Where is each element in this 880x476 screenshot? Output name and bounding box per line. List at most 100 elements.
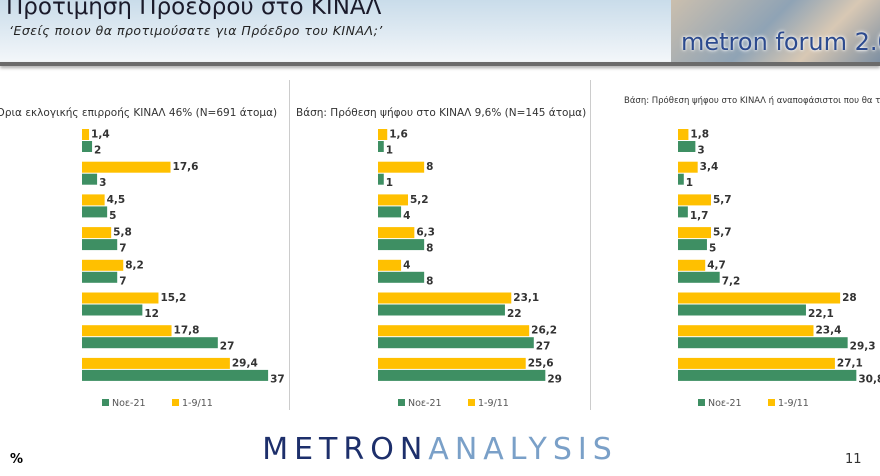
legend-swatch [172,399,179,406]
data-label: 22 [507,308,522,320]
data-label: 8 [426,161,433,173]
bar [82,369,269,381]
bar [82,129,90,140]
bar [378,227,415,239]
data-label: 23,1 [513,292,539,304]
metron-analysis-logo: METRONANALYSIS [0,432,880,467]
bar [678,206,688,218]
brand-right: ANALYSIS [428,432,618,467]
data-label: 4,5 [107,194,126,206]
data-label: 30,8 [858,373,880,385]
legend-label: Νοε-21 [112,398,146,409]
data-label: 2 [94,145,101,157]
bar [82,325,172,337]
data-label: 3,4 [700,161,719,173]
bar [378,259,402,271]
data-label: 12 [144,308,159,320]
logo-text: metron forum 2.0 [681,28,880,56]
data-label: 4,7 [707,259,726,271]
bar [378,369,546,381]
chart2-base-label: Βάση: Πρόθεση ψήφου στο ΚΙΝΑΛ 9,6% (Ν=14… [296,107,586,119]
bar [378,173,384,185]
bar [678,292,841,304]
bar [378,271,425,283]
data-label: 7,2 [722,275,741,287]
divider [590,80,591,410]
bar [678,161,698,173]
bar [82,292,159,304]
data-label: 1,4 [91,129,110,141]
legend-label: 1-9/11 [778,398,809,409]
data-label: 1 [386,145,393,157]
legend-swatch [698,399,705,406]
bar [82,357,230,369]
data-label: 28 [842,292,857,304]
legend-label: 1-9/11 [478,398,509,409]
data-label: 8 [426,243,433,255]
bar [678,259,706,271]
bar [678,227,712,239]
data-label: 5,7 [713,194,732,206]
bar [678,325,814,337]
data-label: 17,8 [174,325,200,337]
bar [82,141,93,152]
bar [378,161,425,173]
data-label: 27 [536,341,551,353]
bar [678,173,684,185]
data-label: 7 [119,243,126,255]
brand-left: METRON [262,432,429,467]
data-label: 17,6 [173,161,199,173]
data-label: 8 [426,275,433,287]
data-label: 3 [697,145,704,157]
data-label: 5,7 [713,227,732,239]
data-label: 1,6 [389,129,408,141]
legend-swatch [468,399,475,406]
data-label: 1 [386,177,393,189]
legend-swatch [398,399,405,406]
data-label: 4 [403,210,410,222]
data-label: 27 [220,341,235,353]
metron-forum-logo: metron forum 2.0 [671,0,880,62]
bar [678,194,712,206]
bar [82,161,171,173]
legend-label: Νοε-21 [708,398,742,409]
bar [678,239,707,251]
bar [82,206,108,218]
data-label: 26,2 [531,325,557,337]
data-label: 29,4 [232,357,258,369]
bar [378,194,409,206]
bar [82,239,118,251]
data-label: 23,4 [815,325,841,337]
data-label: 25,6 [528,357,554,369]
bar [678,337,848,349]
chart3-base-label: Βάση: Πρόθεση ψήφου στο ΚΙΝΑΛ ή αναποφάσ… [624,96,880,106]
divider [289,80,290,410]
data-label: 5,8 [113,227,132,239]
data-label: 1,7 [690,210,709,222]
bar [82,304,143,316]
data-label: 1,8 [690,129,709,141]
data-label: 8,2 [125,259,144,271]
bar [378,357,526,369]
bar [678,271,720,283]
data-label: 22,1 [808,308,834,320]
bar [378,239,425,251]
bar [82,194,105,206]
data-label: 3 [99,177,106,189]
bar [378,304,505,316]
data-label: 5 [709,243,716,255]
data-label: 1 [686,177,693,189]
bar [678,141,696,152]
data-label: 29,3 [850,341,876,353]
data-label: 6,3 [416,227,435,239]
data-label: 29 [547,373,562,385]
legend-swatch [102,399,109,406]
data-label: 7 [119,275,126,287]
header-divider [0,62,880,66]
bar [378,141,384,152]
page-number: 11 [845,452,862,467]
bar [82,227,112,239]
data-label: 27,1 [837,357,863,369]
unit-label: % [10,452,24,467]
